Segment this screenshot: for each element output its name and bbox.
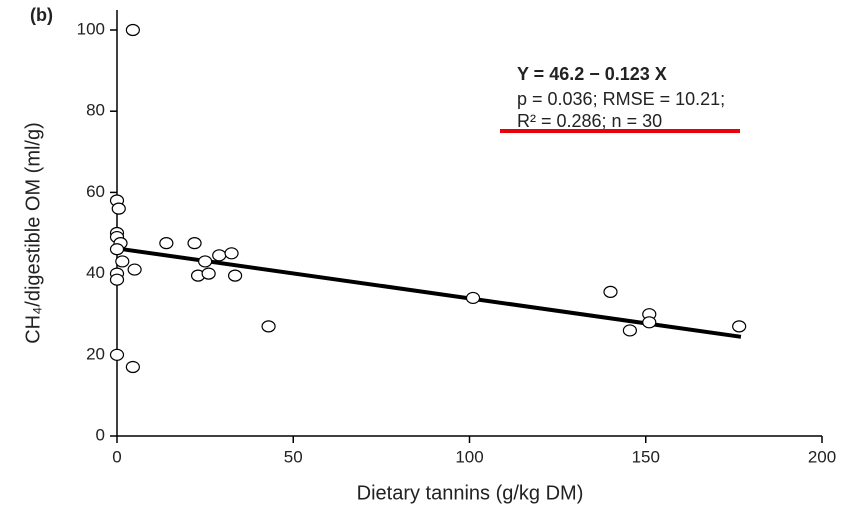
data-point — [125, 360, 140, 374]
stats-line: R² = 0.286; n = 30 — [517, 111, 662, 131]
data-point — [109, 243, 125, 256]
y-axis-label: CH₄/digestible OM (ml/g) — [22, 122, 44, 344]
y-tick-label: 100 — [77, 19, 105, 38]
data-point — [201, 267, 216, 280]
x-tick-label: 50 — [284, 447, 303, 466]
data-point — [109, 348, 125, 361]
stats-line: p = 0.036; RMSE = 10.21; — [517, 89, 725, 109]
data-point — [115, 255, 130, 268]
y-tick-label: 0 — [96, 425, 105, 444]
data-point — [127, 263, 142, 276]
data-point — [111, 202, 126, 215]
x-tick-label: 200 — [808, 447, 836, 466]
data-point — [198, 255, 213, 268]
y-tick-label: 60 — [86, 182, 105, 201]
data-point — [261, 320, 276, 333]
y-tick-label: 80 — [86, 101, 105, 120]
data-point — [125, 23, 140, 37]
data-point — [159, 237, 174, 250]
data-point — [224, 247, 239, 260]
data-point — [732, 320, 747, 333]
x-tick-label: 100 — [455, 447, 483, 466]
data-point — [622, 324, 637, 337]
panel-label: (b) — [30, 5, 53, 25]
data-point — [642, 316, 657, 329]
regression-line — [116, 246, 742, 339]
x-tick-label: 150 — [632, 447, 660, 466]
equation: Y = 46.2 − 0.123 X — [517, 64, 667, 84]
data-point — [109, 273, 125, 286]
x-axis-label: Dietary tannins (g/kg DM) — [357, 482, 584, 504]
y-tick-label: 20 — [86, 344, 105, 363]
data-point — [603, 285, 618, 298]
data-point — [227, 269, 243, 282]
data-point — [212, 249, 227, 262]
y-tick-label: 40 — [86, 263, 105, 282]
x-tick-label: 0 — [112, 447, 121, 466]
data-point — [187, 237, 202, 250]
data-point — [465, 291, 481, 305]
